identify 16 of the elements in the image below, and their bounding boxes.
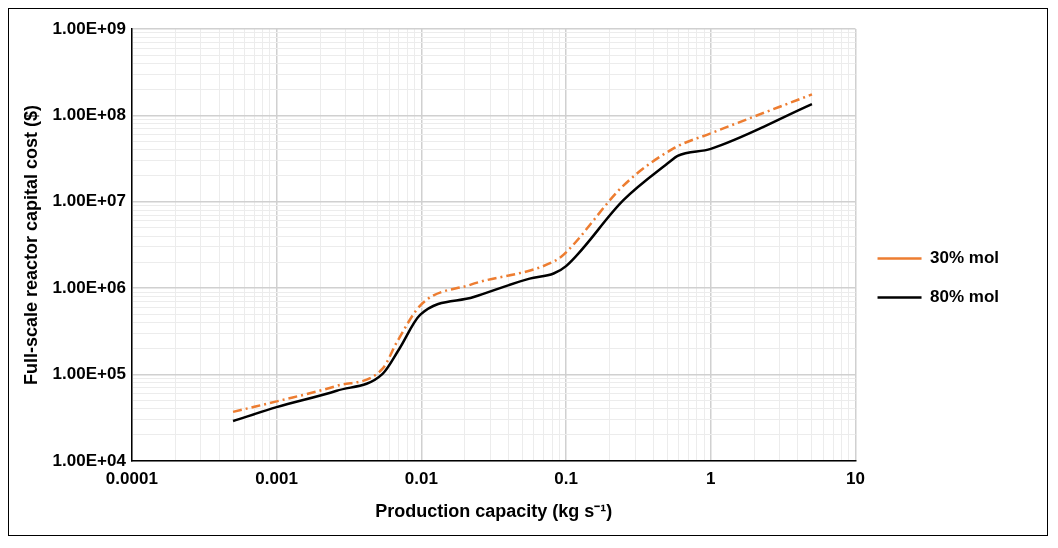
x-tick-label: 0.01 — [404, 468, 438, 488]
y-tick-label: 1.00E+06 — [52, 277, 126, 297]
x-tick-label: 1 — [706, 468, 716, 488]
x-tick-label: 0.001 — [255, 468, 298, 488]
legend-label: 30% mol — [930, 248, 1000, 268]
y-axis-title: Full-scale reactor capital cost ($) — [20, 104, 41, 386]
y-tick-label: 1.00E+05 — [52, 364, 126, 384]
x-tick-label: 0.1 — [554, 468, 578, 488]
y-tick-label: 1.00E+07 — [52, 191, 126, 211]
legend-label: 80% mol — [930, 287, 1000, 307]
x-tick-label: 10 — [846, 468, 865, 488]
x-tick-label: 0.0001 — [105, 468, 158, 488]
x-axis-title: Production capacity (kg s⁻¹) — [375, 501, 613, 522]
y-tick-label: 1.00E+09 — [52, 18, 126, 38]
y-tick-label: 1.00E+04 — [52, 450, 127, 470]
y-tick-label: 1.00E+08 — [52, 105, 126, 125]
